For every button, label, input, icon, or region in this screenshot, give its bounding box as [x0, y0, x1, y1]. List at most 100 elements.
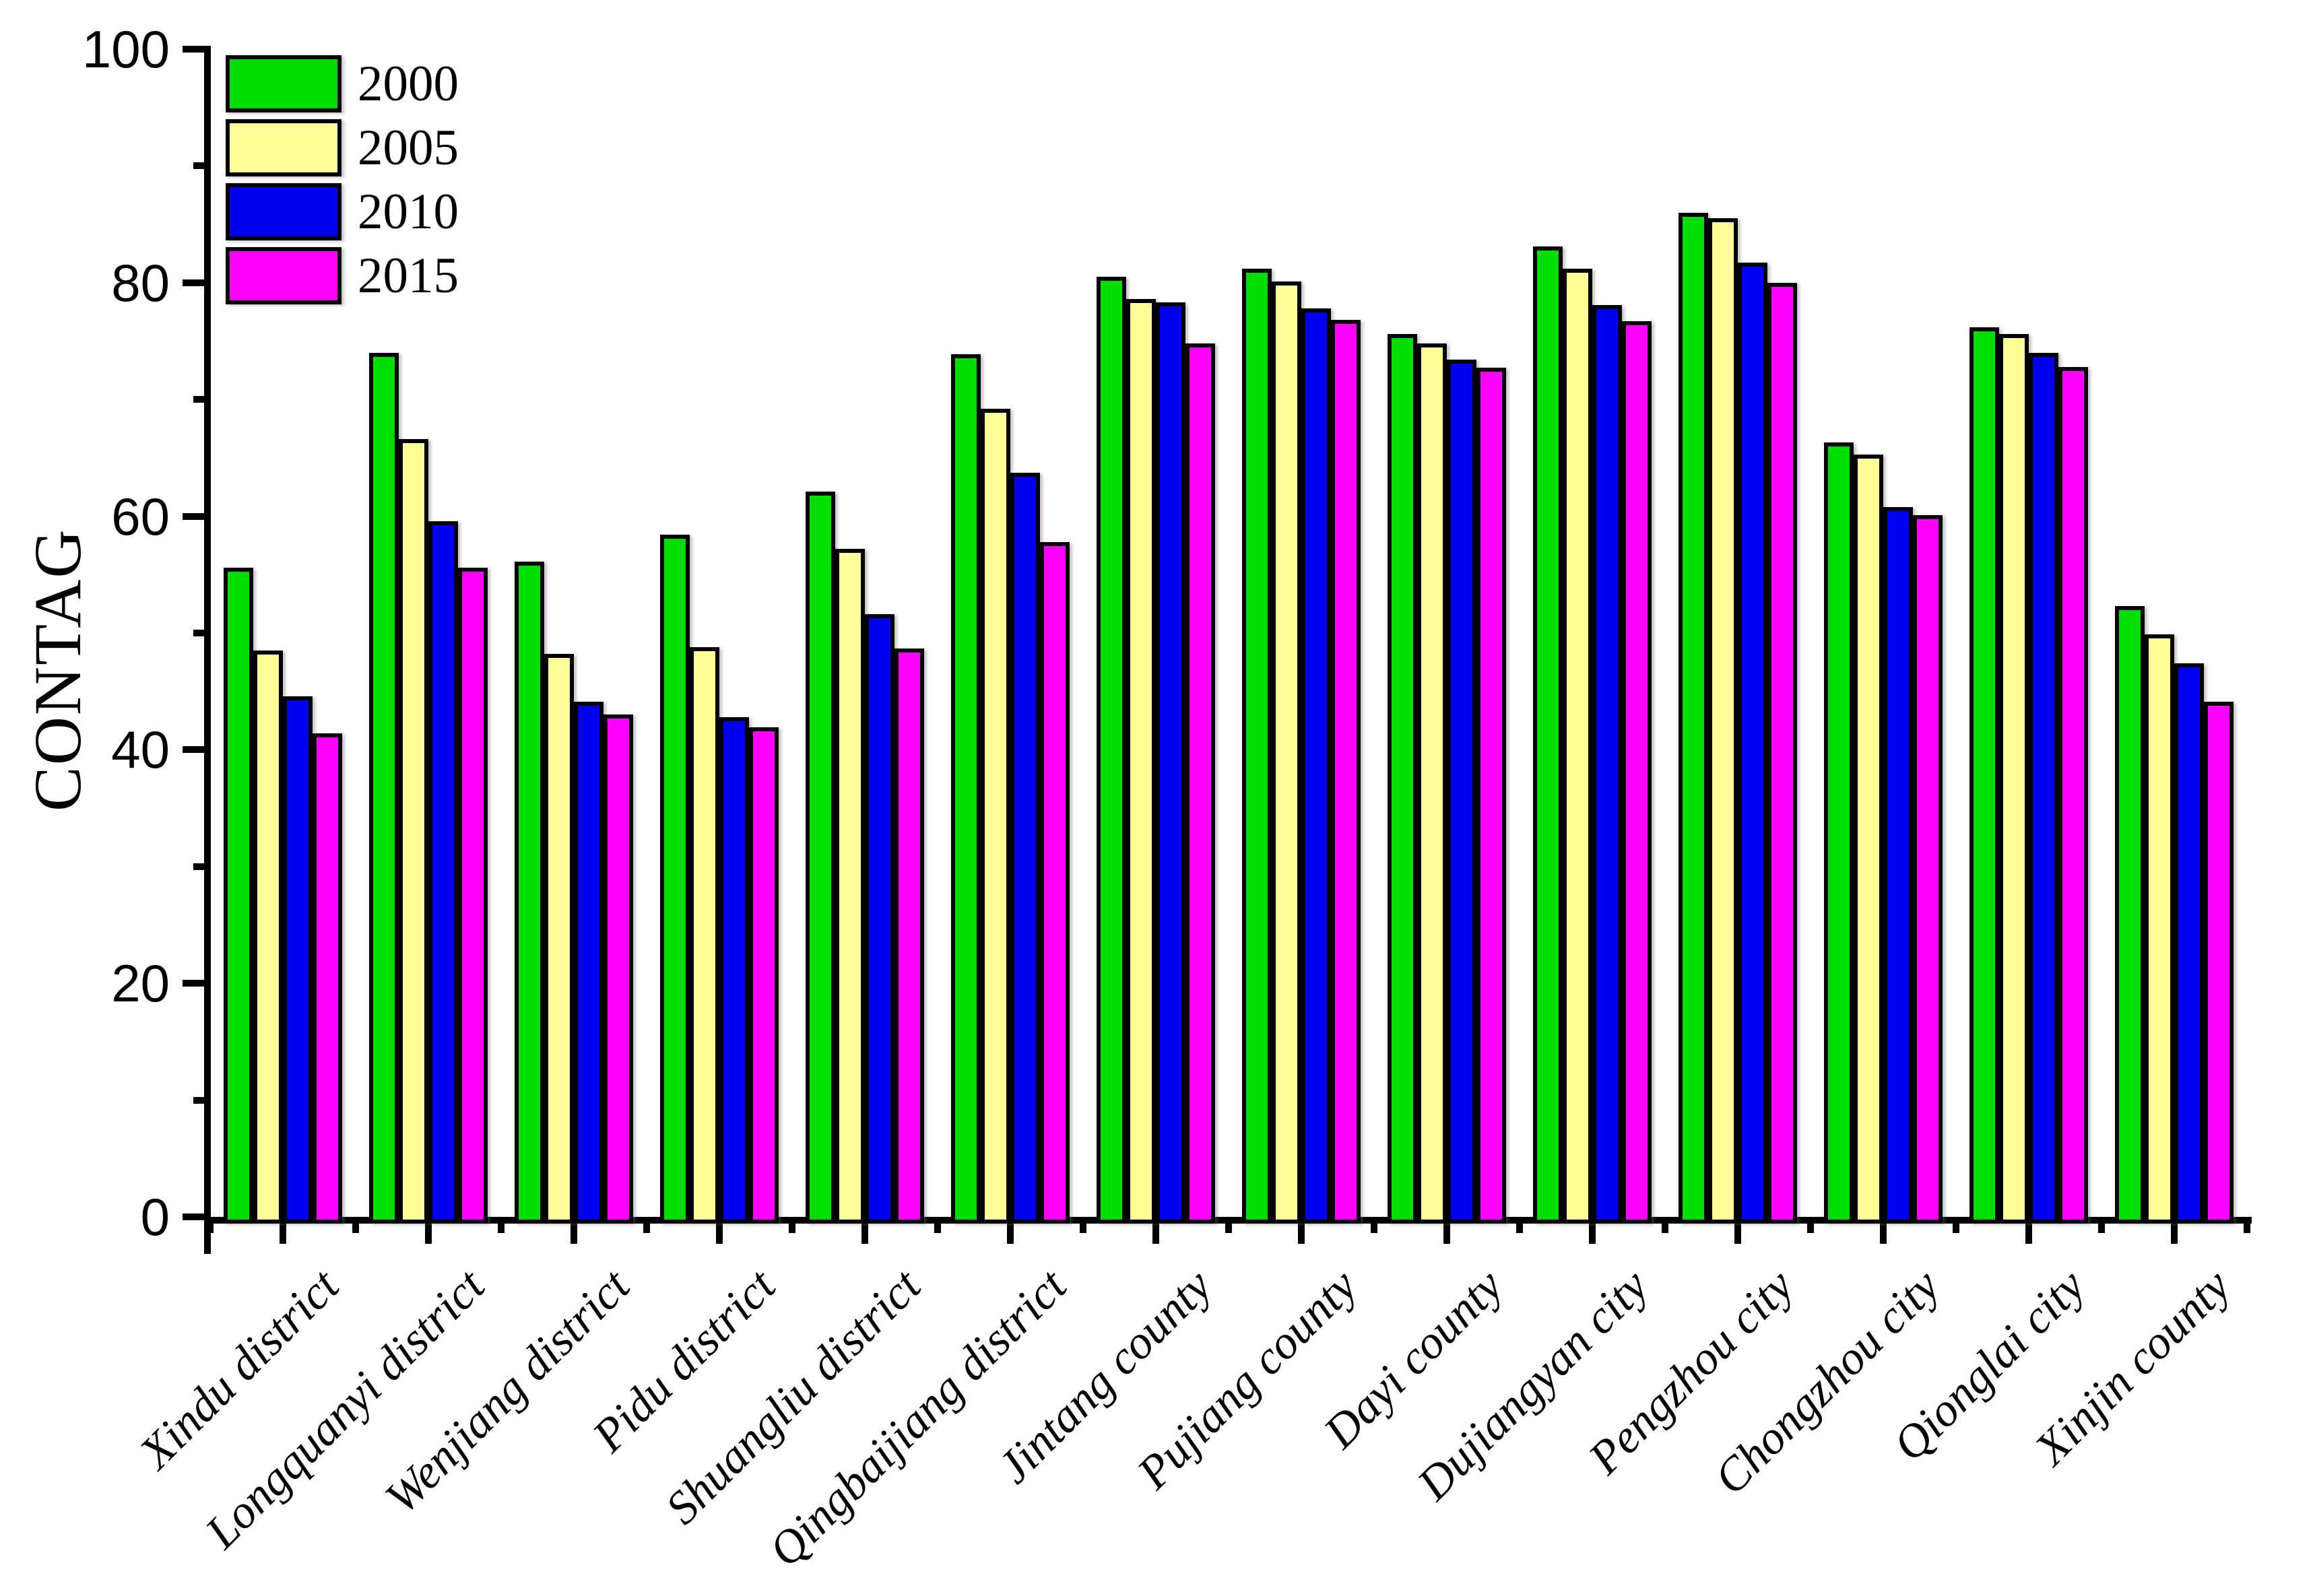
y-major-tick: [183, 1213, 204, 1220]
x-major-tick: [1007, 1224, 1014, 1244]
bar-qionglai-2010: [2029, 352, 2058, 1224]
x-minor-tick: [1516, 1224, 1523, 1233]
x-minor-tick: [2244, 1224, 2250, 1233]
bar-pujiang-2015: [1331, 320, 1361, 1224]
x-minor-tick: [1371, 1224, 1377, 1233]
x-minor-tick: [207, 1224, 214, 1233]
bar-qionglai-2000: [1969, 327, 1999, 1224]
bar-qingbaijiang-2005: [981, 409, 1010, 1224]
bar-dujiangyan-2000: [1533, 246, 1563, 1224]
y-minor-tick: [193, 396, 204, 403]
legend-item-2005: 2005: [226, 119, 459, 176]
bar-pujiang-2010: [1301, 308, 1331, 1224]
legend: 2000 2005 2010 2015: [226, 55, 459, 311]
x-major-tick: [1589, 1224, 1596, 1244]
bar-xinjin-2010: [2174, 663, 2204, 1224]
x-major-tick: [1734, 1224, 1741, 1244]
x-minor-tick: [352, 1224, 359, 1233]
bar-xinjin-2000: [2115, 606, 2145, 1224]
y-minor-tick: [193, 863, 204, 870]
bar-jintang-2010: [1156, 302, 1185, 1224]
legend-item-2000: 2000: [226, 55, 459, 112]
x-minor-tick: [1953, 1224, 1959, 1233]
y-tick-label: 20: [111, 954, 170, 1013]
y-minor-tick: [193, 1096, 204, 1104]
bar-wenjiang-2010: [574, 702, 604, 1224]
legend-item-2015: 2015: [226, 247, 459, 304]
bar-pidu-2005: [690, 646, 719, 1224]
bar-qingbaijiang-2010: [1010, 473, 1040, 1224]
x-major-tick: [1443, 1224, 1450, 1244]
bar-jintang-2015: [1185, 343, 1215, 1224]
x-minor-tick: [643, 1224, 650, 1233]
bar-qingbaijiang-2015: [1040, 541, 1070, 1224]
y-major-tick: [183, 512, 204, 520]
bar-xindu-2015: [313, 733, 342, 1224]
x-major-tick: [861, 1224, 868, 1244]
x-minor-tick: [1225, 1224, 1232, 1233]
bar-dayi-2010: [1447, 360, 1476, 1224]
x-major-tick: [280, 1224, 286, 1244]
y-tick-label: 60: [111, 486, 170, 546]
bar-shuangliu-2000: [806, 492, 835, 1224]
bar-shuangliu-2010: [865, 614, 894, 1224]
x-minor-tick: [2098, 1224, 2105, 1233]
legend-label-2000: 2000: [358, 56, 459, 112]
legend-swatch-2015: [226, 247, 341, 304]
bar-xindu-2000: [224, 567, 253, 1224]
bar-pengzhou-2010: [1738, 263, 1767, 1224]
bar-longquanyi-2010: [428, 521, 458, 1224]
bar-longquanyi-2000: [369, 352, 399, 1224]
bar-jintang-2005: [1126, 299, 1156, 1224]
bar-shuangliu-2005: [835, 549, 865, 1224]
legend-label-2010: 2010: [358, 184, 459, 240]
x-minor-tick: [1080, 1224, 1086, 1233]
x-category-label: Longquanyi district: [195, 1259, 495, 1559]
bar-wenjiang-2015: [604, 714, 633, 1224]
x-major-tick: [571, 1224, 577, 1244]
bar-chongzhou-2010: [1883, 506, 1913, 1224]
legend-item-2010: 2010: [226, 183, 459, 240]
bar-pengzhou-2015: [1767, 282, 1797, 1224]
x-major-tick: [425, 1224, 432, 1244]
bar-pidu-2010: [719, 717, 749, 1224]
x-major-tick: [1880, 1224, 1887, 1244]
x-minor-tick: [1662, 1224, 1668, 1233]
bar-wenjiang-2005: [544, 654, 574, 1224]
y-tick-label: 0: [140, 1187, 170, 1246]
x-minor-tick: [789, 1224, 795, 1233]
bar-dayi-2015: [1476, 368, 1506, 1224]
x-axis-line: [204, 1217, 2252, 1224]
bar-pujiang-2005: [1272, 281, 1301, 1224]
x-category-label: Shuangliu district: [656, 1259, 932, 1535]
x-major-tick: [1152, 1224, 1159, 1244]
bar-jintang-2000: [1097, 277, 1126, 1224]
bar-xinjin-2015: [2204, 702, 2234, 1224]
legend-swatch-2010: [226, 183, 341, 240]
bar-chongzhou-2015: [1913, 514, 1943, 1224]
bar-qionglai-2015: [2058, 366, 2088, 1224]
legend-label-2015: 2015: [358, 248, 459, 304]
y-major-tick: [183, 46, 204, 53]
y-tick-label: 80: [111, 253, 170, 312]
y-major-tick: [183, 746, 204, 754]
bar-longquanyi-2005: [399, 439, 428, 1224]
bar-dujiangyan-2015: [1622, 321, 1652, 1224]
y-major-tick: [183, 980, 204, 987]
y-tick-label: 40: [111, 720, 170, 780]
bar-longquanyi-2015: [458, 567, 488, 1224]
bar-dayi-2000: [1388, 334, 1417, 1224]
legend-swatch-2005: [226, 119, 341, 176]
bar-dayi-2005: [1417, 343, 1447, 1224]
bar-xindu-2010: [283, 696, 313, 1224]
y-minor-tick: [193, 162, 204, 170]
bar-qingbaijiang-2000: [951, 354, 981, 1224]
y-axis-line: [204, 46, 211, 1254]
x-minor-tick: [498, 1224, 504, 1233]
bar-pidu-2015: [749, 727, 779, 1224]
y-tick-label: 100: [82, 20, 170, 79]
bar-xinjin-2005: [2145, 634, 2174, 1224]
bar-wenjiang-2000: [515, 562, 544, 1224]
bar-shuangliu-2015: [894, 648, 924, 1224]
